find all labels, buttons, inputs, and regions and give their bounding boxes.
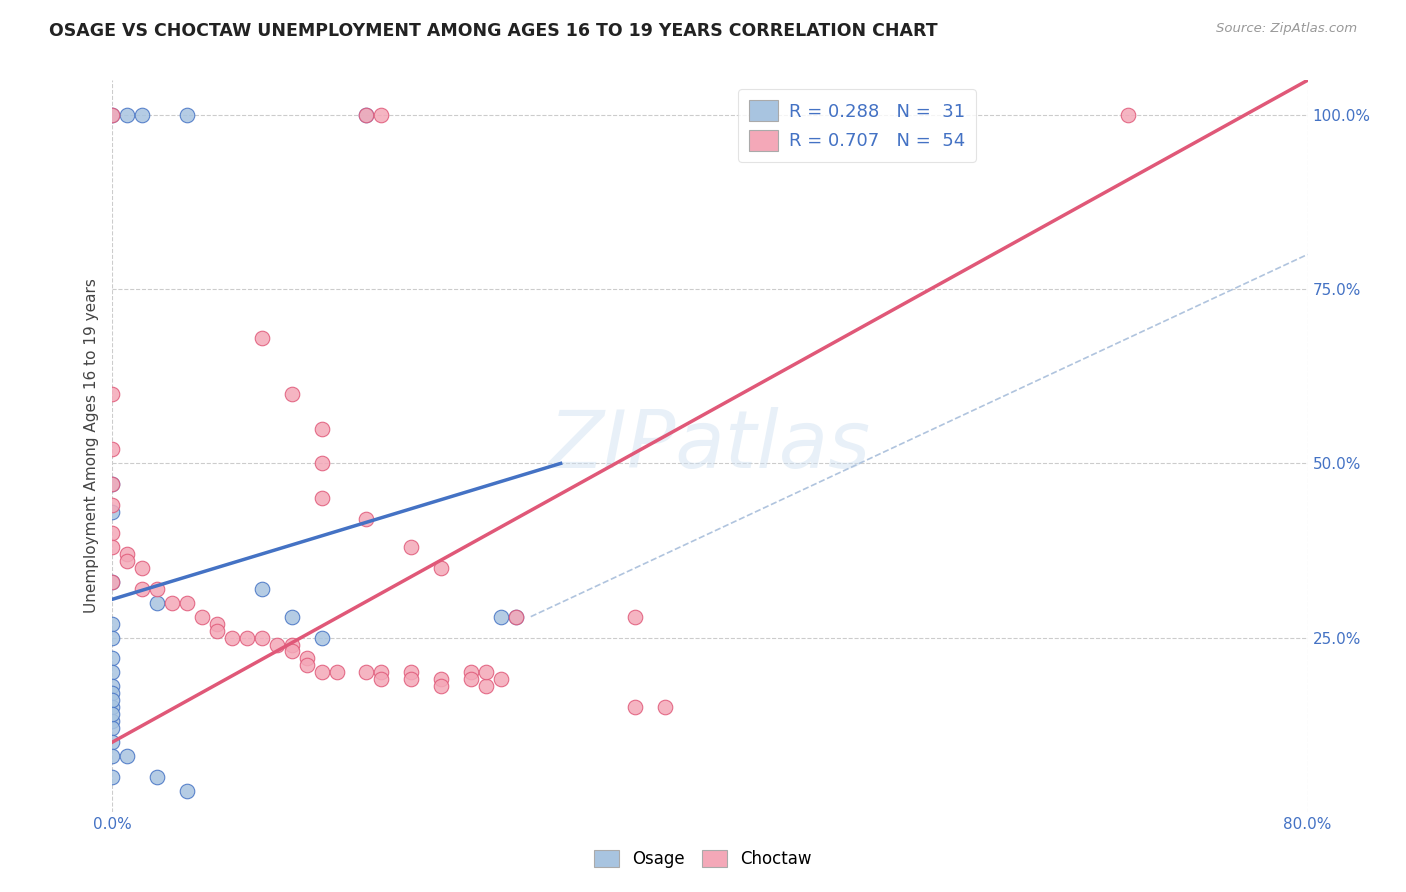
Point (356, 665, 378, 680)
Point (356, 512, 378, 526)
Point (401, 540, 423, 554)
Point (624, 700, 647, 714)
Point (101, 498, 124, 512)
Point (281, 644, 304, 658)
Point (101, 749, 124, 764)
Point (250, 331, 273, 345)
Point (401, 673, 423, 687)
Point (205, 616, 228, 631)
Point (221, 631, 243, 645)
Text: OSAGE VS CHOCTAW UNEMPLOYMENT AMONG AGES 16 TO 19 YEARS CORRELATION CHART: OSAGE VS CHOCTAW UNEMPLOYMENT AMONG AGES… (49, 22, 938, 40)
Point (176, 784, 198, 798)
Point (131, 108, 153, 122)
Point (101, 686, 124, 700)
Point (101, 505, 124, 519)
Point (101, 707, 124, 722)
Point (101, 770, 124, 784)
Point (101, 700, 124, 714)
Point (281, 638, 304, 652)
Point (295, 651, 318, 665)
Point (101, 651, 124, 665)
Point (101, 477, 124, 491)
Point (191, 609, 214, 624)
Point (101, 540, 124, 554)
Point (505, 609, 527, 624)
Point (311, 457, 333, 471)
Point (101, 665, 124, 680)
Point (101, 442, 124, 457)
Point (146, 596, 169, 610)
Point (101, 679, 124, 693)
Point (131, 561, 153, 575)
Point (117, 547, 139, 561)
Point (250, 582, 273, 596)
Point (475, 679, 498, 693)
Point (266, 638, 288, 652)
Point (295, 658, 318, 673)
Point (146, 770, 169, 784)
Point (460, 665, 482, 680)
Point (117, 554, 139, 568)
Point (101, 714, 124, 728)
Point (356, 108, 378, 122)
Point (101, 574, 124, 589)
Point (505, 609, 527, 624)
Text: Source: ZipAtlas.com: Source: ZipAtlas.com (1216, 22, 1357, 36)
Point (1118, 108, 1140, 122)
Point (430, 561, 453, 575)
Point (101, 477, 124, 491)
Point (370, 673, 392, 687)
Point (311, 421, 333, 435)
Point (250, 631, 273, 645)
Point (281, 609, 304, 624)
Point (356, 108, 378, 122)
Point (489, 609, 512, 624)
Point (489, 673, 512, 687)
Point (311, 491, 333, 506)
Point (311, 631, 333, 645)
Point (460, 673, 482, 687)
Y-axis label: Unemployment Among Ages 16 to 19 years: Unemployment Among Ages 16 to 19 years (84, 278, 100, 614)
Point (654, 700, 676, 714)
Point (370, 665, 392, 680)
Point (236, 631, 259, 645)
Point (101, 693, 124, 707)
Legend: Osage, Choctaw: Osage, Choctaw (588, 843, 818, 875)
Point (101, 108, 124, 122)
Point (401, 665, 423, 680)
Point (117, 108, 139, 122)
Point (146, 582, 169, 596)
Point (430, 673, 453, 687)
Point (205, 624, 228, 638)
Point (370, 108, 392, 122)
Point (101, 721, 124, 735)
Point (430, 679, 453, 693)
Point (101, 386, 124, 401)
Point (311, 665, 333, 680)
Point (101, 108, 124, 122)
Legend: R = 0.288   N =  31, R = 0.707   N =  54: R = 0.288 N = 31, R = 0.707 N = 54 (738, 89, 976, 161)
Point (162, 596, 183, 610)
Point (475, 665, 498, 680)
Text: ZIPatlas: ZIPatlas (548, 407, 872, 485)
Point (176, 108, 198, 122)
Point (101, 526, 124, 541)
Point (131, 582, 153, 596)
Point (101, 574, 124, 589)
Point (176, 596, 198, 610)
Point (281, 386, 304, 401)
Point (117, 749, 139, 764)
Point (101, 631, 124, 645)
Point (101, 616, 124, 631)
Point (325, 665, 347, 680)
Point (624, 609, 647, 624)
Point (101, 735, 124, 749)
